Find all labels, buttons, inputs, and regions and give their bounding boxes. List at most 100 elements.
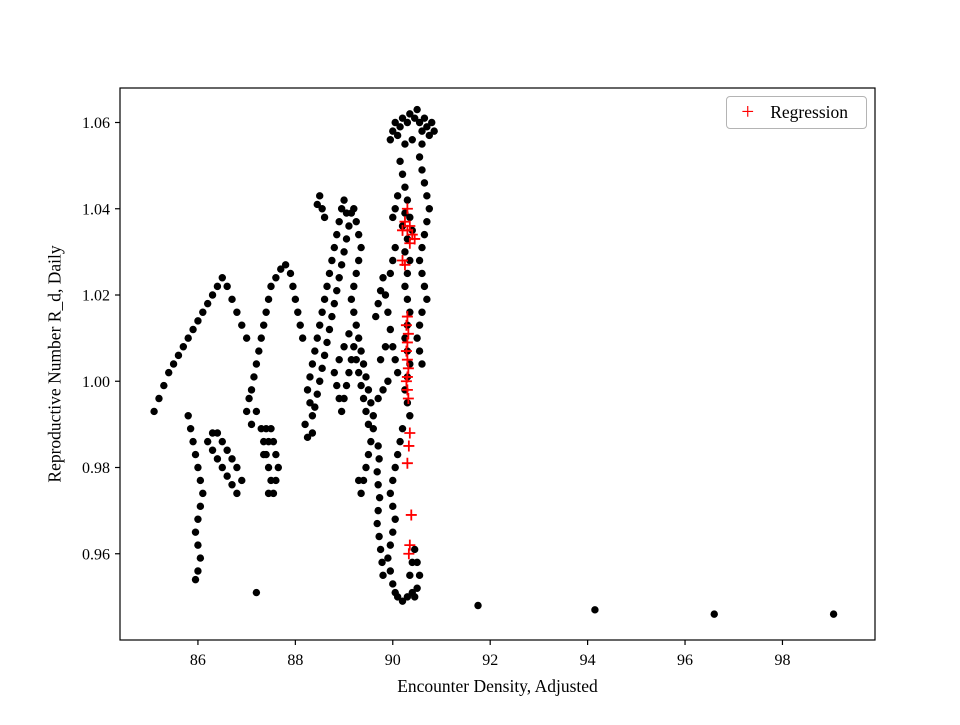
scatter-point: [208, 429, 217, 437]
scatter-point: [375, 532, 383, 541]
scatter-point: [389, 528, 397, 536]
scatter-point: [389, 213, 397, 222]
scatter-point: [352, 321, 360, 329]
scatter-point: [386, 541, 395, 549]
scatter-point: [223, 282, 231, 291]
scatter-point: [386, 269, 395, 278]
scatter-point: [318, 364, 326, 373]
scatter-point: [313, 200, 321, 209]
scatter-point: [323, 338, 331, 347]
scatter-point: [342, 235, 351, 243]
scatter-point: [184, 334, 192, 342]
scatter-point: [423, 123, 431, 131]
scatter-point: [189, 437, 197, 446]
scatter-point: [398, 170, 407, 178]
scatter-point: [393, 192, 402, 200]
scatter-point: [384, 554, 392, 562]
scatter-point: [252, 360, 261, 368]
scatter-point: [262, 308, 270, 316]
x-tick-label: 86: [190, 652, 206, 669]
scatter-point: [350, 343, 358, 351]
scatter-point: [311, 347, 319, 355]
scatter-point: [320, 351, 329, 360]
scatter-point: [374, 506, 382, 515]
scatter-point: [354, 368, 363, 377]
y-tick-label: 1.02: [82, 288, 110, 305]
scatter-point: [415, 118, 424, 127]
scatter-point: [396, 437, 404, 446]
scatter-point: [410, 593, 419, 601]
regression-point: [399, 259, 411, 271]
scatter-point: [252, 407, 261, 416]
scatter-point: [174, 351, 183, 360]
x-axis-label: Encounter Density, Adjusted: [397, 676, 598, 696]
scatter-point: [369, 412, 377, 420]
scatter-point: [413, 334, 421, 342]
scatter-point: [391, 355, 399, 364]
scatter-point: [418, 243, 426, 252]
scatter-point: [330, 299, 339, 308]
regression-point: [401, 336, 413, 348]
scatter-point: [194, 515, 202, 523]
scatter-point: [218, 463, 226, 472]
scatter-point: [364, 386, 373, 394]
scatter-point: [245, 394, 253, 403]
scatter-point: [406, 256, 414, 265]
scatter-point: [386, 489, 395, 498]
scatter-point: [423, 192, 431, 200]
scatter-point: [247, 420, 256, 429]
regression-point: [402, 393, 414, 404]
scatter-point: [373, 468, 381, 476]
scatter-point: [316, 321, 324, 329]
scatter-point: [277, 265, 285, 273]
scatter-point: [408, 558, 416, 567]
scatter-point: [323, 282, 331, 291]
scatter-point: [186, 424, 195, 433]
scatter-point: [372, 312, 380, 321]
scatter-point: [203, 437, 212, 446]
scatter-point: [418, 166, 426, 174]
scatter-point: [238, 321, 246, 329]
scatter-point: [150, 407, 158, 416]
scatter-point: [340, 248, 348, 256]
scatter-point: [303, 386, 312, 394]
regression-point: [405, 509, 417, 521]
scatter-point: [294, 308, 302, 316]
scatter-point: [420, 282, 429, 291]
scatter-point: [408, 136, 416, 144]
y-tick-label: 1.06: [82, 115, 110, 132]
scatter-point: [350, 282, 358, 291]
scatter-point: [213, 455, 222, 463]
scatter-point: [359, 360, 368, 368]
scatter-point: [389, 256, 397, 265]
scatter-point: [264, 489, 273, 498]
scatter-point: [374, 442, 382, 450]
scatter-point: [286, 269, 295, 278]
scatter-point: [396, 157, 404, 166]
scatter-point: [391, 118, 399, 127]
scatter-point: [406, 412, 414, 420]
scatter-point: [301, 420, 309, 429]
scatter-point: [345, 368, 353, 377]
scatter-point: [247, 386, 256, 394]
scatter-point: [291, 295, 300, 304]
regression-point: [401, 311, 413, 323]
scatter-point: [359, 476, 368, 485]
scatter-point: [369, 424, 377, 433]
scatter-point: [316, 192, 324, 200]
scatter-point: [406, 213, 414, 222]
scatter-point: [169, 360, 178, 368]
regression-point: [401, 457, 413, 469]
scatter-point: [401, 248, 409, 256]
scatter-point: [298, 334, 307, 342]
scatter-point: [364, 450, 373, 459]
scatter-point: [196, 476, 205, 485]
legend: + Regression: [726, 96, 867, 129]
scatter-point: [415, 321, 424, 329]
regression-point: [404, 427, 416, 439]
scatter-point: [223, 446, 231, 454]
scatter-point: [367, 437, 375, 446]
scatter-point: [376, 545, 385, 554]
scatter-point: [367, 399, 375, 407]
scatter-point: [415, 256, 424, 265]
